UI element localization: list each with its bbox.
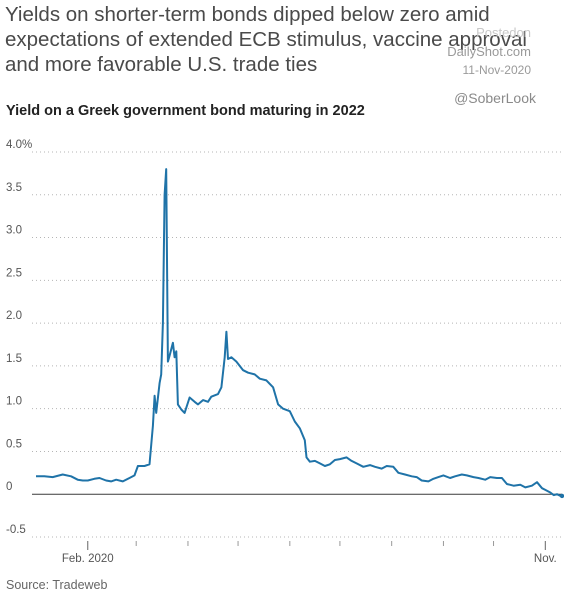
y-tick-label-1: 3.5	[6, 182, 22, 194]
watermark-handle: @SoberLook	[454, 90, 536, 106]
y-tick-label-9: -0.5	[6, 524, 26, 536]
chart-title: Yield on a Greek government bond maturin…	[6, 103, 365, 119]
y-tick-label-7: 0.5	[6, 438, 22, 450]
y-axis-tick-labels: 4.0% 3.5 3.0 2.5 2.0 1.5 1.0 0.5 0 -0.5	[6, 139, 32, 536]
y-tick-label-5: 1.5	[6, 353, 22, 365]
series-group	[36, 168, 564, 499]
watermark-date: 11-Nov-2020	[462, 63, 531, 77]
y-tick-label-8: 0	[6, 481, 12, 493]
y-tick-label-0: 4.0%	[6, 139, 32, 151]
y-tick-label-2: 3.0	[6, 225, 22, 237]
chart-headline: Yields on shorter-term bonds dipped belo…	[5, 3, 527, 76]
gridlines	[32, 151, 562, 538]
x-tick-label-1: Nov.	[534, 553, 557, 565]
y-tick-label-4: 2.0	[6, 310, 22, 322]
y-tick-label-3: 2.5	[6, 267, 22, 279]
watermark-site: DailyShot.com	[447, 44, 531, 59]
source-note: Source: Tradeweb	[6, 578, 108, 592]
x-axis: Feb. 2020 Nov.	[62, 541, 557, 565]
yield-line-0	[36, 168, 562, 497]
x-tick-label-0: Feb. 2020	[62, 553, 114, 565]
last-point-0	[559, 493, 564, 499]
y-tick-label-6: 1.0	[6, 396, 22, 408]
watermark-posted-on: Postedon	[476, 25, 531, 40]
